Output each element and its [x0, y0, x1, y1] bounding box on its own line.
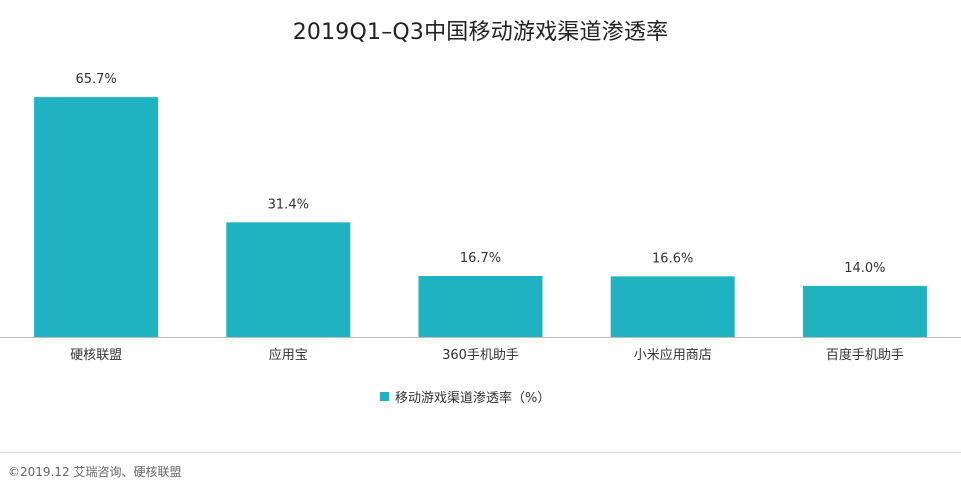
bar-0: [34, 97, 159, 337]
bar-2: [418, 276, 543, 337]
data-label-4: 14.0%: [844, 261, 885, 276]
bar-chart: 65.7% 硬核联盟 31.4% 应用宝 16.7% 360手机助手 16.6% 小米应用商店…: [0, 72, 961, 363]
chart-title: 2019Q1–Q3中国移动游戏渠道渗透率: [292, 20, 669, 45]
data-label-2: 16.7%: [460, 251, 501, 266]
bar-3: [610, 276, 735, 337]
legend-swatch: [380, 391, 389, 401]
bar-4: [802, 285, 927, 337]
legend-label: 移动游戏渠道渗透率（%）: [395, 390, 551, 406]
data-label-0: 65.7%: [75, 72, 116, 87]
data-label-3: 16.6%: [652, 251, 693, 266]
bar-1: [226, 222, 351, 337]
data-label-1: 31.4%: [268, 197, 309, 212]
category-label-3: 小米应用商店: [634, 347, 712, 363]
category-label-0: 硬核联盟: [70, 348, 122, 363]
category-label-1: 应用宝: [269, 347, 308, 363]
category-label-2: 360手机助手: [442, 348, 519, 363]
category-label-4: 百度手机助手: [826, 347, 904, 363]
source-note: ©2019.12 艾瑞咨询、硬核联盟: [8, 465, 182, 479]
footer-divider: [0, 452, 961, 453]
legend: 移动游戏渠道渗透率（%）: [380, 386, 550, 406]
